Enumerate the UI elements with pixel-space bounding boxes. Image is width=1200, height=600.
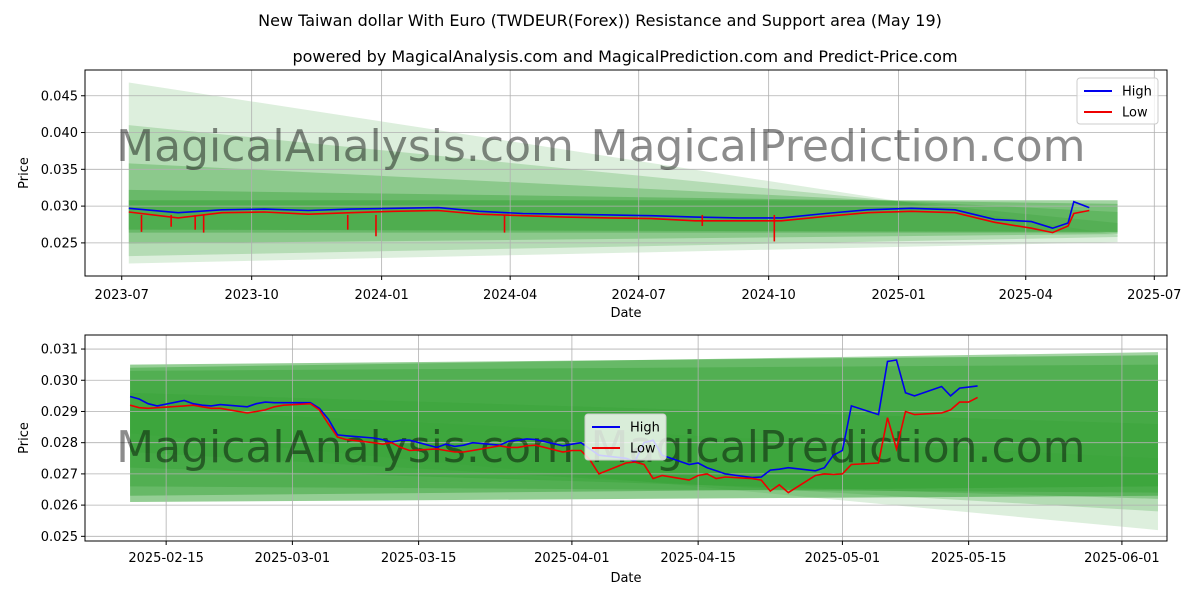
x-tick-label: 2024-01 [354, 288, 408, 303]
legend-label-low: Low [1122, 106, 1148, 121]
y-tick-label: 0.030 [41, 374, 78, 389]
y-tick-label: 0.027 [41, 467, 78, 482]
legend: High Low [584, 413, 667, 461]
x-tick-label: 2025-07 [1127, 288, 1181, 303]
x-tick-label: 2024-10 [742, 288, 796, 303]
x-tick-label: 2025-04-15 [660, 551, 736, 566]
y-axis-label: Price [17, 422, 32, 454]
y-tick-label: 0.035 [41, 163, 78, 178]
y-tick-label: 0.025 [41, 530, 78, 545]
watermark-left: MagicalAnalysis.com [116, 121, 574, 172]
x-tick-label: 2025-02-15 [128, 551, 204, 566]
y-tick-label: 0.045 [41, 89, 78, 104]
bottom-panel: MagicalAnalysis.com MagicalPrediction.com… [17, 334, 1168, 586]
x-tick-label: 2025-05-01 [805, 551, 881, 566]
legend-label-low: Low [630, 442, 656, 457]
y-tick-label: 0.028 [41, 436, 78, 451]
chart-title: New Taiwan dollar With Euro (TWDEUR(Fore… [258, 11, 942, 30]
y-tick-label: 0.030 [41, 200, 78, 215]
legend-label-high: High [1122, 85, 1152, 100]
x-tick-label: 2023-10 [225, 288, 279, 303]
legend: High Low [1076, 77, 1159, 125]
x-tick-label: 2025-04-01 [534, 551, 610, 566]
watermark-right: MagicalPrediction.com [591, 422, 1086, 473]
plot-area: MagicalAnalysis.com MagicalPrediction.com [85, 70, 1167, 276]
x-tick-label: 2024-07 [612, 288, 666, 303]
x-tick-label: 2023-07 [95, 288, 149, 303]
y-tick-label: 0.031 [41, 343, 78, 358]
chart-subtitle: powered by MagicalAnalysis.com and Magic… [292, 47, 957, 66]
series-line-high [129, 359, 978, 479]
x-tick-label: 2025-03-01 [255, 551, 331, 566]
legend-label-high: High [630, 421, 660, 436]
series-line-low [129, 396, 978, 494]
y-tick-label: 0.040 [41, 126, 78, 141]
y-tick-label: 0.026 [41, 499, 78, 514]
x-tick-label: 2025-06-01 [1084, 551, 1160, 566]
y-tick-label: 0.029 [41, 405, 78, 420]
watermark-left: MagicalAnalysis.com [116, 422, 574, 473]
x-tick-label: 2025-01 [871, 288, 925, 303]
x-axis-label: Date [610, 306, 641, 321]
series-line-high [128, 200, 1090, 230]
axes-frame [84, 69, 1168, 277]
x-tick-label: 2024-04 [483, 288, 537, 303]
x-tick-label: 2025-05-15 [931, 551, 1007, 566]
axes-frame [84, 334, 1168, 542]
watermark-right: MagicalPrediction.com [591, 121, 1086, 172]
y-tick-label: 0.025 [41, 236, 78, 251]
x-axis-label: Date [610, 571, 641, 586]
top-panel: MagicalAnalysis.com MagicalPrediction.com… [17, 69, 1181, 321]
series-line-low [128, 209, 1090, 234]
y-axis-label: Price [17, 157, 32, 189]
x-tick-label: 2025-04 [999, 288, 1053, 303]
x-tick-label: 2025-03-15 [381, 551, 457, 566]
